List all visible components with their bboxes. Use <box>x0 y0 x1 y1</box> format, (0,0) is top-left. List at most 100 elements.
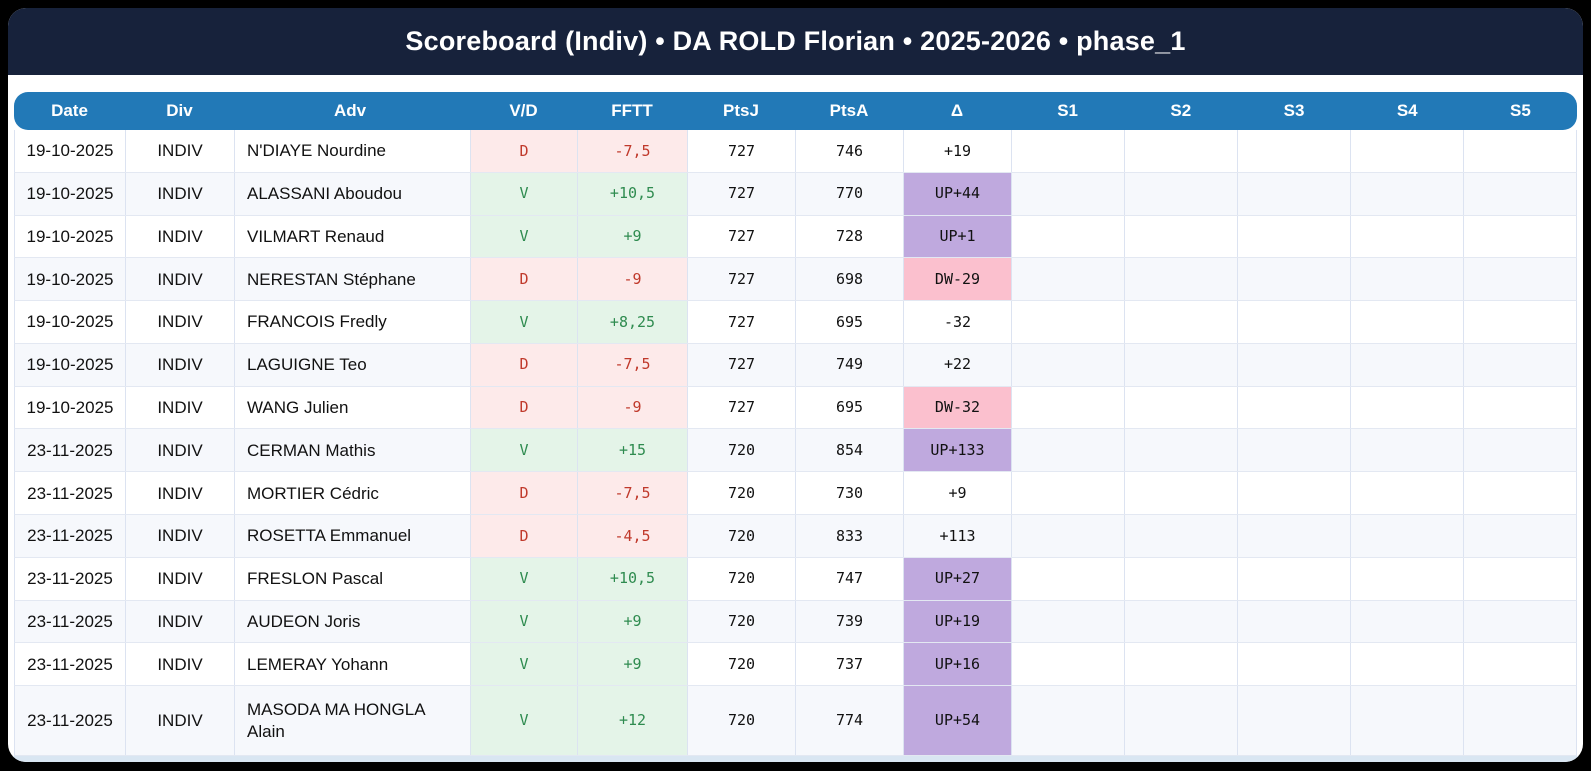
set-4-cell <box>1351 258 1464 301</box>
set-5-cell <box>1464 301 1576 343</box>
delta-cell: UP+44 <box>904 172 1012 215</box>
division-cell: INDIV <box>126 429 235 472</box>
title-bar: Scoreboard (Indiv) • DA ROLD Florian • 2… <box>8 8 1583 75</box>
set-4-cell <box>1351 600 1464 643</box>
division-cell: INDIV <box>126 172 235 215</box>
points-adversary-cell: 746 <box>796 130 904 172</box>
fftt-points-cell: +15 <box>578 429 688 472</box>
set-1-cell <box>1012 557 1125 600</box>
fftt-points-cell: -7,5 <box>578 343 688 386</box>
fftt-points-cell: +9 <box>578 600 688 643</box>
set-5-cell <box>1464 472 1576 514</box>
fftt-points-cell: -7,5 <box>578 130 688 172</box>
table-row: 23-11-2025 INDIV CERMAN Mathis V +15 720… <box>14 429 1577 473</box>
set-2-cell <box>1125 472 1238 515</box>
set-3-cell <box>1238 172 1351 215</box>
fftt-points-cell: -7,5 <box>578 472 688 515</box>
adversary-name-cell: WANG Julien <box>235 386 471 429</box>
set-5-cell <box>1464 258 1576 300</box>
table-row: 19-10-2025 INDIV WANG Julien D -9 727 69… <box>14 386 1577 430</box>
match-date-cell: 19-10-2025 <box>15 172 126 215</box>
division-cell: INDIV <box>126 600 235 643</box>
set-5-cell <box>1464 558 1576 600</box>
win-loss-cell: V <box>471 643 578 686</box>
points-player-cell: 727 <box>688 258 796 301</box>
column-header-s2: S2 <box>1170 101 1192 120</box>
points-player-cell: 720 <box>688 600 796 643</box>
win-loss-cell: D <box>471 515 578 557</box>
set-5-cell <box>1464 173 1576 215</box>
table-row: 23-11-2025 INDIV LEMERAY Yohann V +9 720… <box>14 643 1577 687</box>
set-3-cell <box>1238 472 1351 515</box>
table-row: 23-11-2025 INDIV AUDEON Joris V +9 720 7… <box>14 600 1577 644</box>
points-adversary-cell: 833 <box>796 515 904 557</box>
fftt-points-cell: -4,5 <box>578 515 688 557</box>
set-3-cell <box>1238 130 1351 172</box>
set-1-cell <box>1012 429 1125 472</box>
table-row: 19-10-2025 INDIV ALASSANI Aboudou V +10,… <box>14 172 1577 216</box>
points-player-cell: 727 <box>688 130 796 172</box>
division-cell: INDIV <box>126 515 235 557</box>
set-1-cell <box>1012 343 1125 386</box>
fftt-points-cell: +9 <box>578 215 688 258</box>
set-2-cell <box>1125 301 1238 343</box>
points-player-cell: 720 <box>688 472 796 515</box>
adversary-name-cell: N'DIAYE Nourdine <box>235 130 471 172</box>
column-header-s3: S3 <box>1283 101 1305 120</box>
set-2-cell <box>1125 643 1238 686</box>
table-row: 23-11-2025 INDIV MASODA MA HONGLA Alain … <box>14 686 1577 757</box>
match-date-cell: 23-11-2025 <box>15 557 126 600</box>
points-adversary-cell: 737 <box>796 643 904 686</box>
set-5-cell <box>1464 216 1576 258</box>
table-row: 23-11-2025 INDIV FRESLON Pascal V +10,5 … <box>14 557 1577 601</box>
division-cell: INDIV <box>126 301 235 343</box>
division-cell: INDIV <box>126 643 235 686</box>
set-3-cell <box>1238 557 1351 600</box>
set-3-cell <box>1238 258 1351 301</box>
set-1-cell <box>1012 386 1125 429</box>
set-1-cell <box>1012 643 1125 686</box>
table-row: 19-10-2025 INDIV NERESTAN Stéphane D -9 … <box>14 258 1577 302</box>
set-3-cell <box>1238 386 1351 429</box>
match-date-cell: 23-11-2025 <box>15 643 126 686</box>
set-4-cell <box>1351 215 1464 258</box>
adversary-name-cell: MORTIER Cédric <box>235 472 471 515</box>
points-adversary-cell: 854 <box>796 429 904 472</box>
set-3-cell <box>1238 429 1351 472</box>
page-title: Scoreboard (Indiv) • DA ROLD Florian • 2… <box>405 26 1186 56</box>
set-2-cell <box>1125 557 1238 600</box>
delta-cell: UP+133 <box>904 429 1012 472</box>
column-header-adv: Adv <box>333 101 367 120</box>
set-1-cell <box>1012 130 1125 172</box>
fftt-points-cell: +10,5 <box>578 172 688 215</box>
adversary-name-cell: MASODA MA HONGLA Alain <box>235 686 471 756</box>
match-date-cell: 23-11-2025 <box>15 600 126 643</box>
set-2-cell <box>1125 343 1238 386</box>
win-loss-cell: V <box>471 429 578 472</box>
fftt-points-cell: +9 <box>578 643 688 686</box>
delta-cell: UP+27 <box>904 557 1012 600</box>
delta-cell: -32 <box>904 301 1012 343</box>
set-3-cell <box>1238 643 1351 686</box>
set-4-cell <box>1351 686 1464 756</box>
table-bottom-border <box>8 756 1583 762</box>
delta-cell: UP+16 <box>904 643 1012 686</box>
set-2-cell <box>1125 130 1238 172</box>
points-player-cell: 720 <box>688 515 796 557</box>
points-adversary-cell: 695 <box>796 386 904 429</box>
set-2-cell <box>1125 429 1238 472</box>
win-loss-cell: V <box>471 301 578 343</box>
set-3-cell <box>1238 343 1351 386</box>
set-5-cell <box>1464 130 1576 172</box>
set-3-cell <box>1238 515 1351 557</box>
fftt-points-cell: +8,25 <box>578 301 688 343</box>
set-5-cell <box>1464 344 1576 386</box>
set-5-cell <box>1464 686 1576 755</box>
set-5-cell <box>1464 643 1576 685</box>
points-adversary-cell: 747 <box>796 557 904 600</box>
match-date-cell: 19-10-2025 <box>15 301 126 343</box>
win-loss-cell: V <box>471 557 578 600</box>
match-date-cell: 23-11-2025 <box>15 472 126 515</box>
delta-cell: +9 <box>904 472 1012 515</box>
column-header-date: Date <box>51 101 88 120</box>
